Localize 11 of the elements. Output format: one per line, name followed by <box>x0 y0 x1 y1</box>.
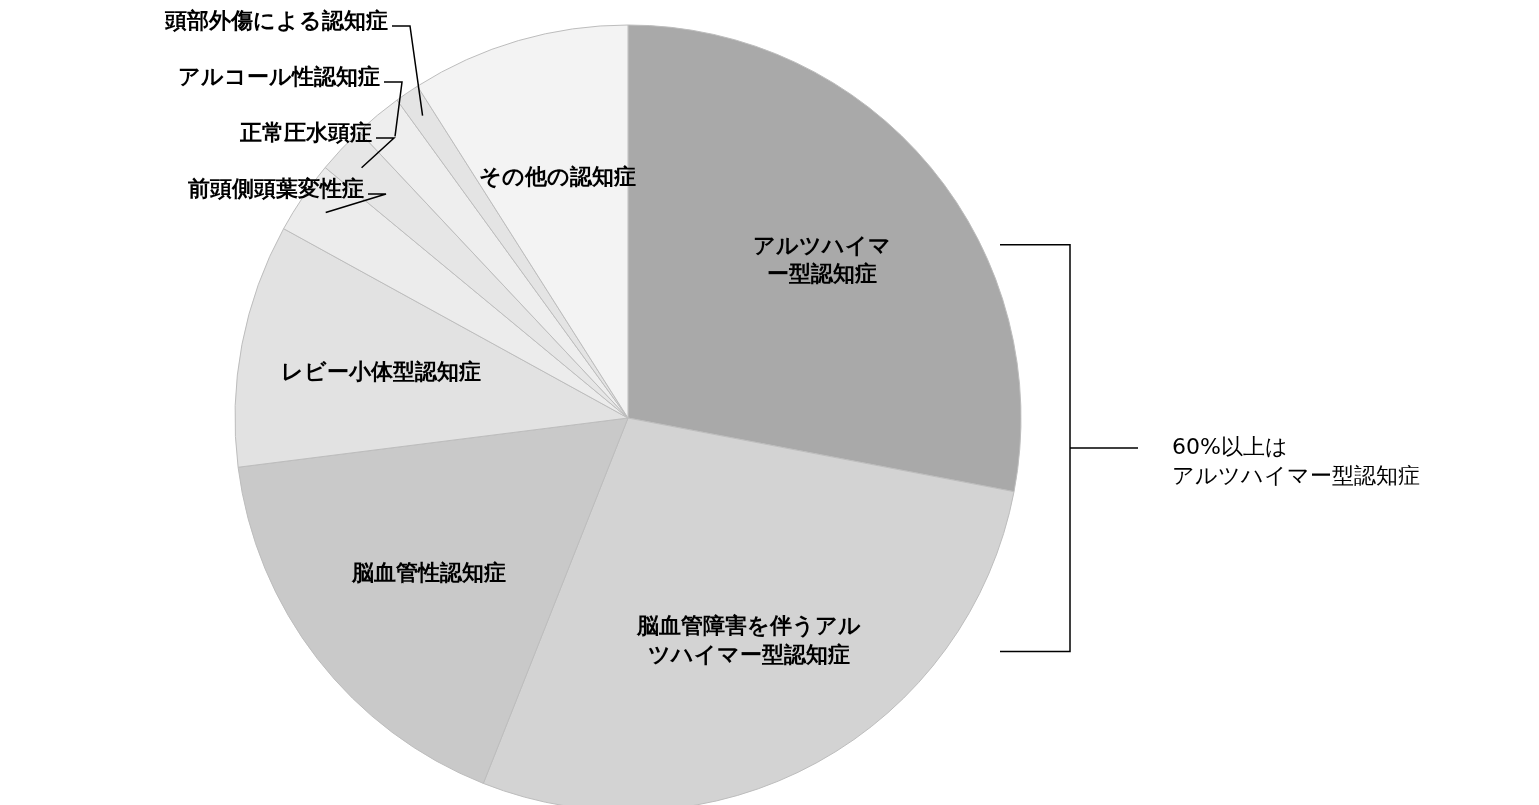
slice-label: 前頭側頭葉変性症 <box>187 176 364 201</box>
slice-label: レビー小体型認知症 <box>280 358 481 384</box>
slice-label: アルツハイマー型認知症 <box>1172 463 1420 489</box>
slice-label: アルツハイマー型認知症 <box>752 232 891 287</box>
slice-label: 脳血管障害を伴うアルツハイマー型認知症 <box>636 613 862 668</box>
slice-label: 頭部外傷による認知症 <box>164 8 388 33</box>
slice-label: 正常圧水頭症 <box>239 120 372 145</box>
slice-label: アルコール性認知症 <box>178 64 380 89</box>
text: 60%以上は <box>1172 434 1288 460</box>
slice-label: その他の認知症 <box>479 164 637 190</box>
slice-label: 脳血管性認知症 <box>351 560 507 586</box>
